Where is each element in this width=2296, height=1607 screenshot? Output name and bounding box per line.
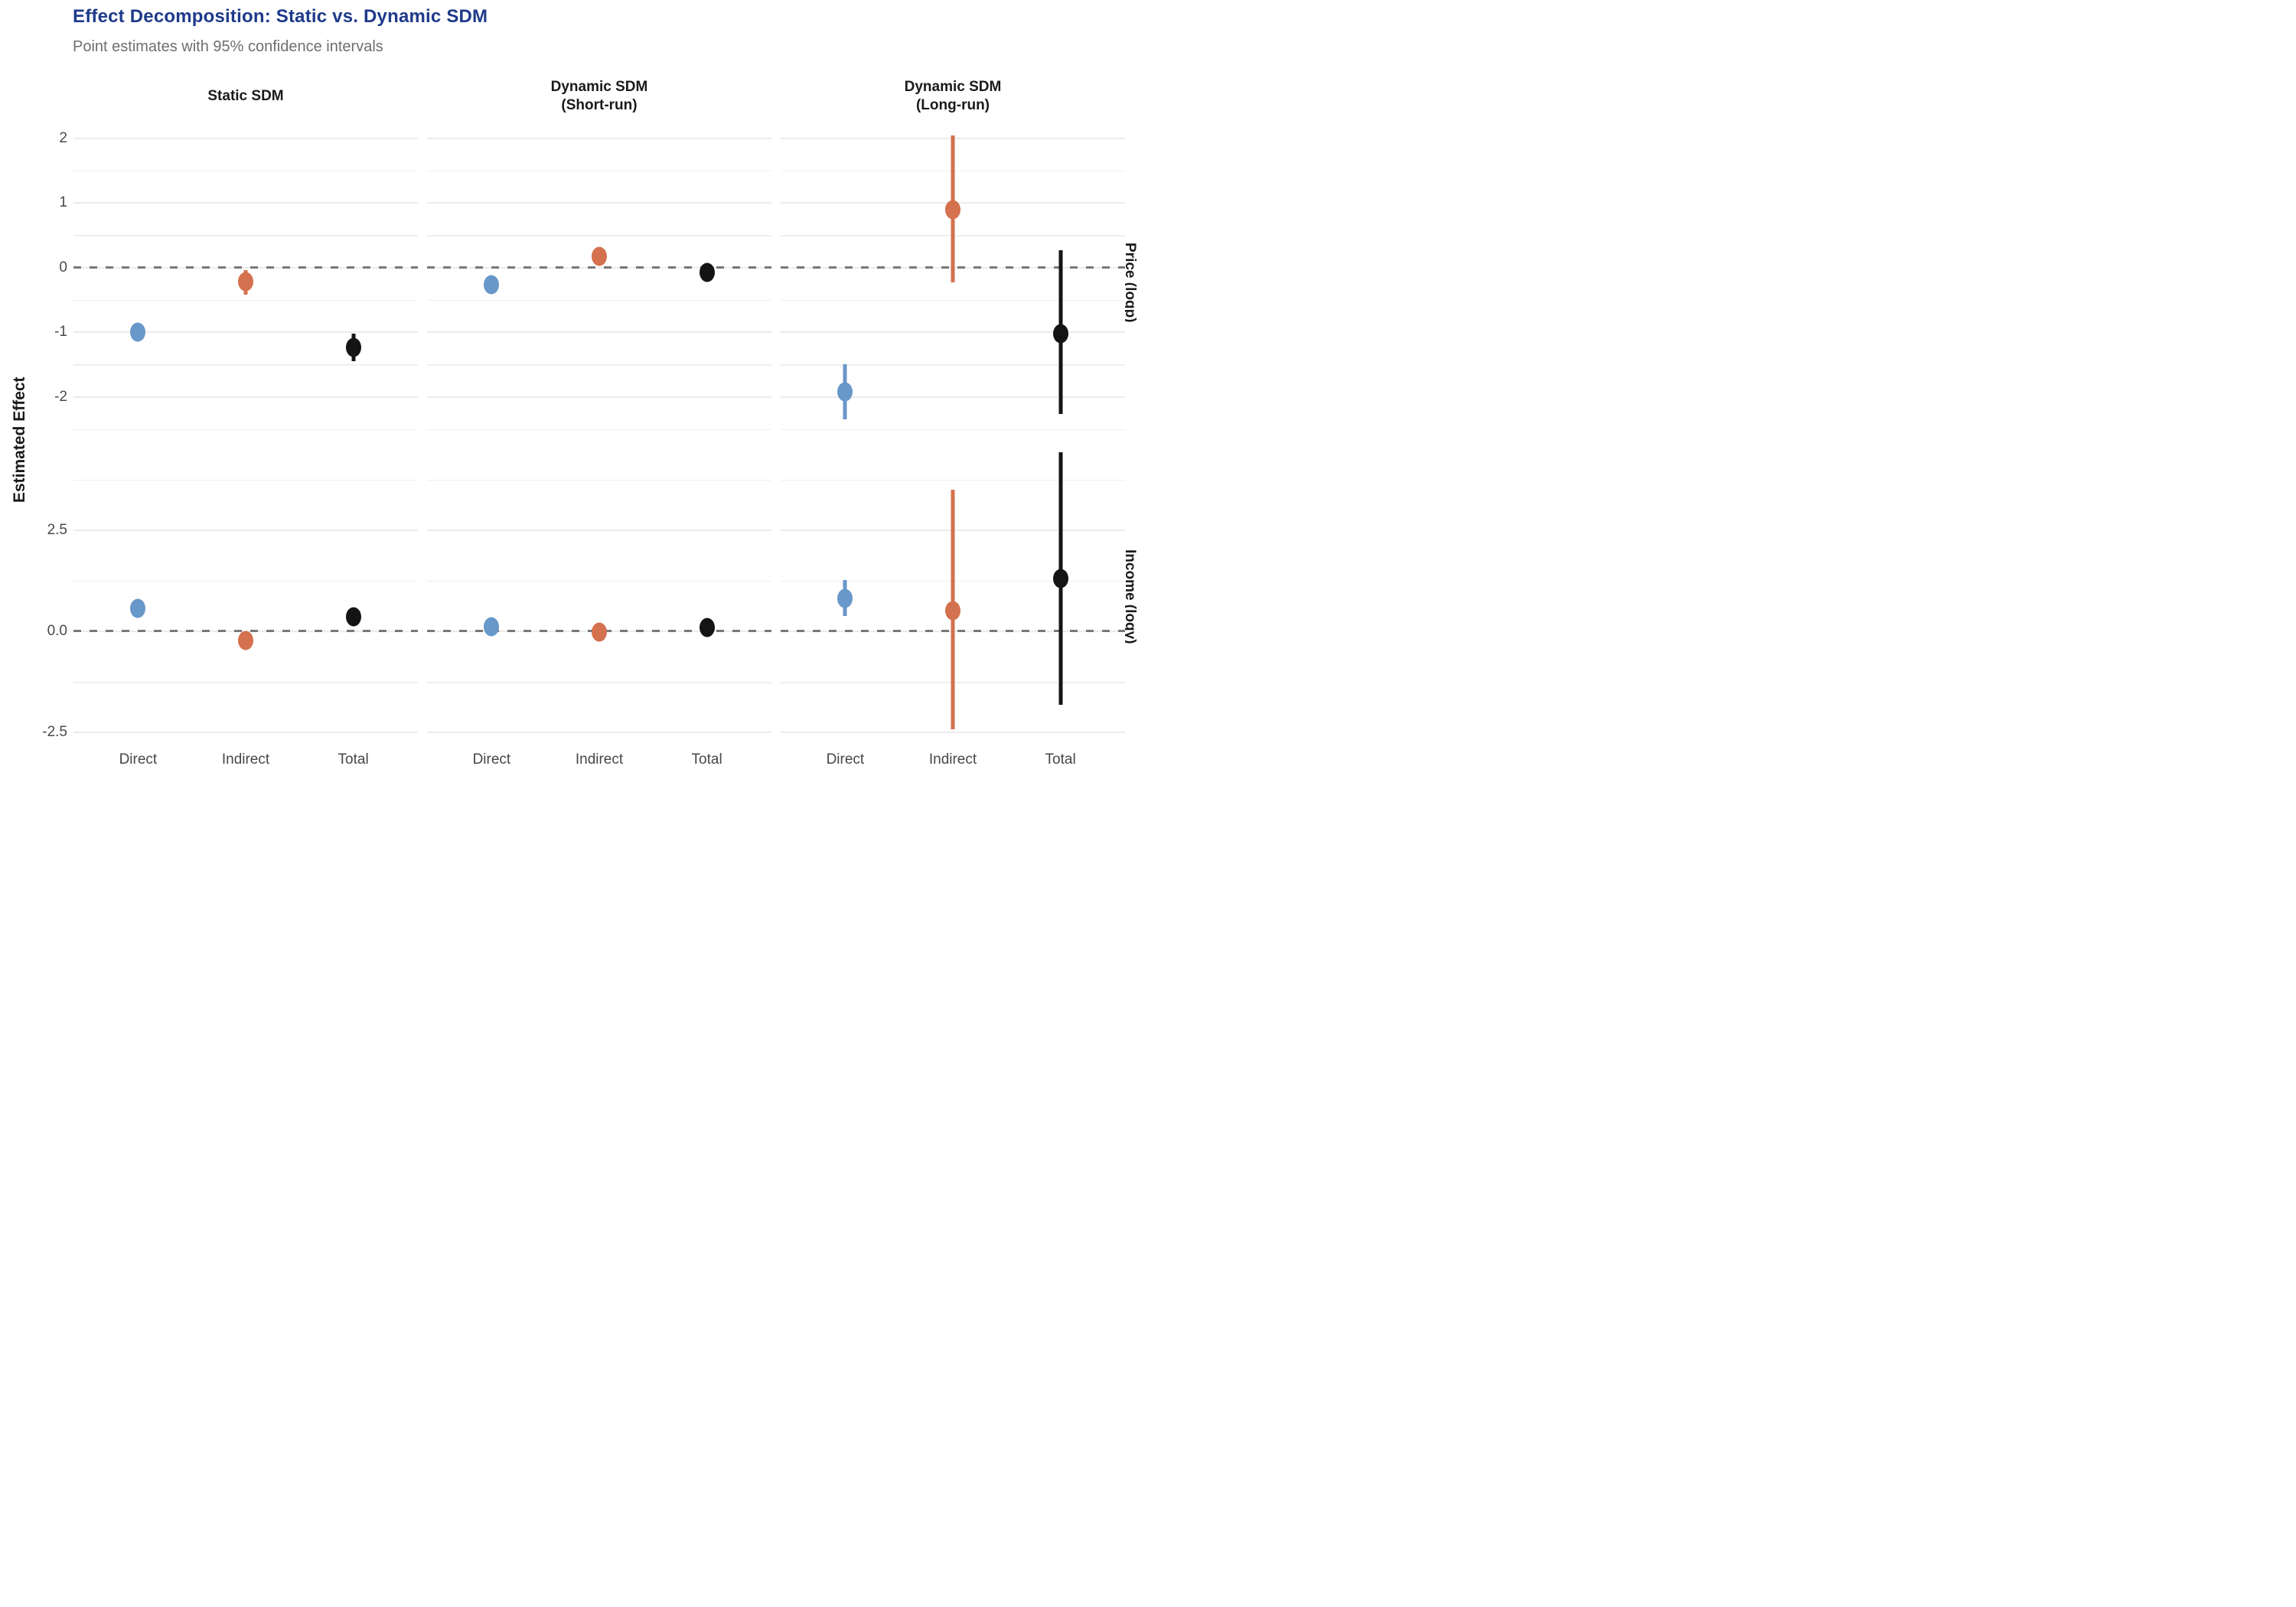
row-strip-1: Income (logy): [1122, 549, 1138, 644]
row-strip-0: Price (logp): [1122, 243, 1138, 323]
minor-gridline: [427, 364, 771, 366]
facet-strip-0: Static SDM: [73, 75, 418, 118]
point-total: [345, 607, 361, 627]
major-gridline: [781, 331, 1125, 334]
major-gridline: [73, 732, 418, 734]
minor-gridline: [781, 429, 1125, 431]
minor-gridline: [73, 364, 418, 366]
y-tick-label: 0: [59, 259, 67, 275]
minor-gridline: [73, 682, 418, 683]
panel-r0-c2: [781, 133, 1125, 432]
y-tick-label: -1: [54, 324, 67, 341]
facet-strip-2: Dynamic SDM (Long-run): [781, 75, 1125, 118]
point-indirect: [592, 246, 607, 266]
minor-gridline: [73, 235, 418, 236]
y-tick-label: -2: [54, 388, 67, 405]
point-total: [1052, 569, 1068, 588]
minor-gridline: [73, 429, 418, 431]
minor-gridline: [73, 580, 418, 582]
minor-gridline: [73, 479, 418, 481]
chart-canvas: Effect Decomposition: Static vs. Dynamic…: [0, 0, 1148, 804]
minor-gridline: [427, 580, 771, 582]
x-category-label: Indirect: [575, 751, 624, 768]
y-tick-label: -2.5: [42, 724, 67, 741]
minor-gridline: [73, 170, 418, 172]
y-tick-label: 1: [59, 194, 67, 211]
minor-gridline: [427, 299, 771, 302]
minor-gridline: [427, 429, 771, 431]
point-direct: [837, 588, 853, 608]
minor-gridline: [781, 479, 1125, 481]
major-gridline: [781, 396, 1125, 398]
x-category-label: Total: [338, 751, 369, 768]
x-category-label: Direct: [826, 751, 865, 768]
minor-gridline: [427, 479, 771, 481]
point-direct: [484, 275, 500, 295]
facet-strip-1: Dynamic SDM (Short-run): [427, 75, 771, 118]
point-total: [699, 618, 715, 637]
zero-reference-line: [427, 266, 771, 269]
minor-gridline: [427, 170, 771, 172]
minor-gridline: [427, 682, 771, 683]
x-category-label: Direct: [472, 751, 511, 768]
point-total: [699, 262, 715, 282]
x-category-label: Indirect: [221, 751, 270, 768]
panel-r0-c1: [427, 133, 771, 432]
minor-gridline: [427, 235, 771, 236]
major-gridline: [427, 396, 771, 398]
minor-gridline: [781, 299, 1125, 302]
y-tick-label: 2: [59, 129, 67, 146]
panel-r1-c1: [427, 443, 771, 751]
y-tick-label: 0.0: [47, 622, 67, 639]
major-gridline: [427, 202, 771, 204]
point-direct: [837, 382, 853, 402]
major-gridline: [427, 137, 771, 139]
facet-strip-line: Dynamic SDM: [550, 79, 648, 95]
minor-gridline: [781, 364, 1125, 366]
major-gridline: [73, 137, 418, 139]
point-total: [345, 337, 361, 357]
facet-strip-line: Static SDM: [207, 88, 284, 104]
major-gridline: [427, 732, 771, 734]
x-category-label: Indirect: [928, 751, 977, 768]
major-gridline: [73, 202, 418, 204]
point-total: [1052, 324, 1068, 344]
major-gridline: [427, 331, 771, 334]
panel-r1-c0: [73, 443, 418, 751]
major-gridline: [781, 732, 1125, 734]
point-indirect: [592, 622, 607, 642]
major-gridline: [73, 396, 418, 398]
point-direct: [130, 598, 146, 618]
chart-subtitle: Point estimates with 95% confidence inte…: [73, 38, 383, 55]
major-gridline: [73, 529, 418, 531]
panel-r0-c0: [73, 133, 418, 432]
point-indirect: [945, 601, 960, 621]
facet-strip-line: (Short-run): [561, 97, 638, 113]
x-category-label: Total: [691, 751, 722, 768]
panel-r1-c2: [781, 443, 1125, 751]
major-gridline: [427, 529, 771, 531]
facet-strip-line: Dynamic SDM: [904, 79, 1002, 95]
point-indirect: [238, 631, 253, 650]
point-indirect: [238, 272, 253, 292]
x-category-label: Direct: [119, 751, 158, 768]
chart-title: Effect Decomposition: Static vs. Dynamic…: [73, 6, 488, 27]
point-direct: [484, 617, 500, 637]
point-indirect: [945, 200, 960, 220]
minor-gridline: [73, 299, 418, 302]
y-axis-title: Estimated Effect: [11, 376, 28, 504]
zero-reference-line: [73, 266, 418, 269]
x-category-label: Total: [1045, 751, 1076, 768]
point-direct: [130, 322, 146, 342]
y-tick-label: 2.5: [47, 521, 67, 538]
major-gridline: [73, 331, 418, 334]
facet-strip-line: (Long-run): [915, 97, 990, 113]
